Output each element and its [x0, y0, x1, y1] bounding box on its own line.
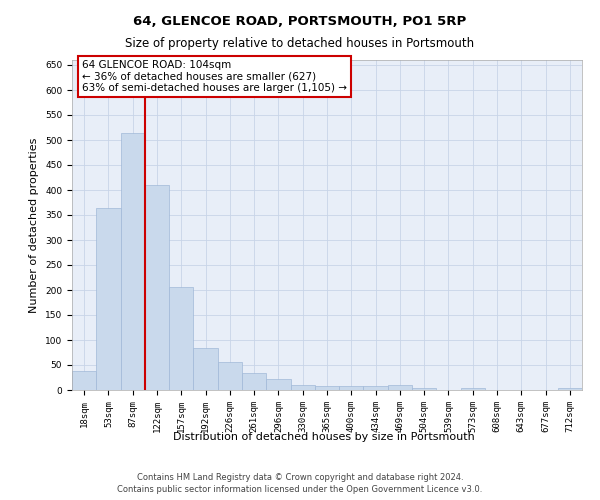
Text: 64 GLENCOE ROAD: 104sqm
← 36% of detached houses are smaller (627)
63% of semi-d: 64 GLENCOE ROAD: 104sqm ← 36% of detache… — [82, 60, 347, 93]
Bar — [193, 348, 218, 390]
Bar — [169, 286, 193, 390]
Text: Contains public sector information licensed under the Open Government Licence v3: Contains public sector information licen… — [118, 485, 482, 494]
Bar — [145, 185, 169, 390]
Bar — [315, 386, 339, 390]
Bar — [412, 388, 436, 390]
Bar — [290, 384, 315, 390]
Bar — [266, 379, 290, 390]
Bar — [461, 388, 485, 390]
Bar — [339, 386, 364, 390]
Bar — [558, 388, 582, 390]
Text: Distribution of detached houses by size in Portsmouth: Distribution of detached houses by size … — [173, 432, 475, 442]
Y-axis label: Number of detached properties: Number of detached properties — [29, 138, 40, 312]
Bar — [218, 362, 242, 390]
Text: 64, GLENCOE ROAD, PORTSMOUTH, PO1 5RP: 64, GLENCOE ROAD, PORTSMOUTH, PO1 5RP — [133, 15, 467, 28]
Bar — [388, 385, 412, 390]
Text: Contains HM Land Registry data © Crown copyright and database right 2024.: Contains HM Land Registry data © Crown c… — [137, 472, 463, 482]
Bar — [96, 208, 121, 390]
Text: Size of property relative to detached houses in Portsmouth: Size of property relative to detached ho… — [125, 38, 475, 51]
Bar — [364, 386, 388, 390]
Bar — [121, 132, 145, 390]
Bar — [72, 371, 96, 390]
Bar — [242, 372, 266, 390]
